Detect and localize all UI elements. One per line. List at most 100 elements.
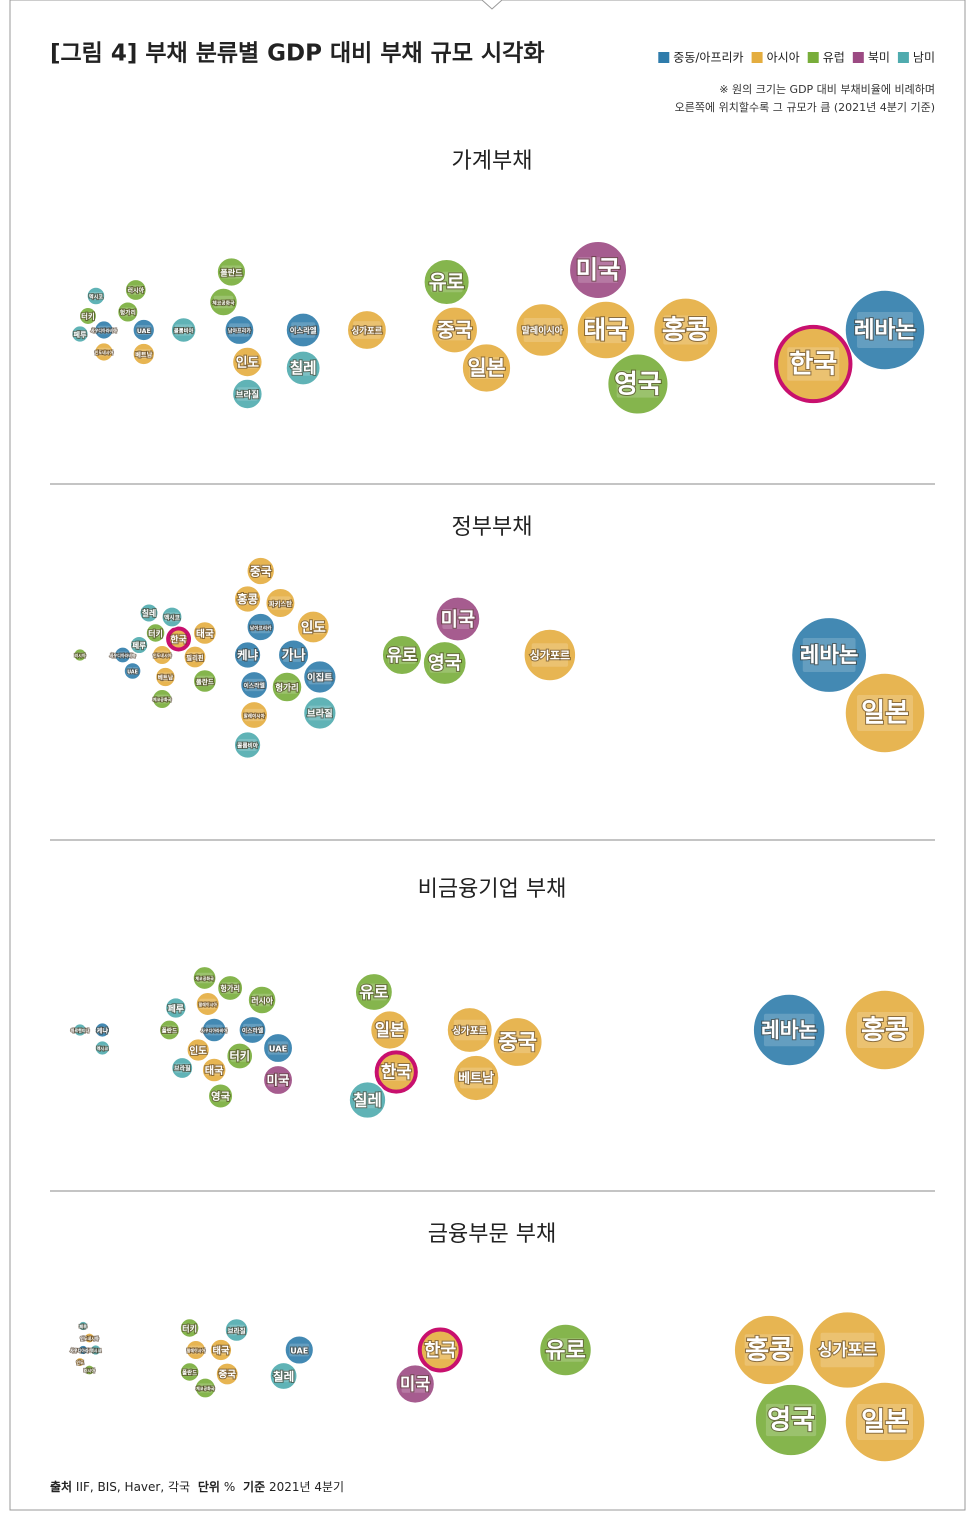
bubble-texture [430, 271, 463, 293]
bubble-texture [236, 355, 258, 369]
bubble-group: 케냐 [94, 1021, 111, 1039]
bubble-group: 폴란드 [179, 1361, 200, 1383]
bubble [201, 1057, 227, 1083]
bubble-texture [453, 1019, 486, 1041]
bubble-texture [744, 1334, 794, 1366]
bubble-group: UAE [132, 318, 156, 342]
bubble [93, 319, 114, 341]
bubble-label: 이스라엘 [242, 1027, 264, 1035]
bubble-label: 중국 [437, 319, 473, 342]
bubble [225, 1042, 254, 1070]
bubble-texture [252, 993, 272, 1007]
bubble-label: 레바논 [854, 318, 917, 344]
bubble-label: 베트남 [458, 1071, 494, 1087]
bubble-texture [765, 1403, 817, 1437]
bubble [422, 640, 468, 686]
legend: 중동/아프리카 아시아 유럽 북미 남미 [658, 51, 935, 65]
bubble-label: 페루 [79, 1323, 87, 1329]
bubble-label: 홍콩 [861, 1016, 909, 1046]
bubble-group: 싱가포르 [523, 628, 577, 682]
bubble [83, 1332, 96, 1344]
bubble-texture [787, 347, 840, 381]
bubble-texture [244, 708, 264, 722]
bubble-group: 멕시코 [94, 1039, 111, 1057]
legend-label: 남미 [913, 51, 935, 65]
bubble-label: 브라질 [228, 1326, 246, 1335]
bubble-texture [523, 318, 561, 342]
bubble-label: 칠레 [290, 360, 317, 377]
bubble-label: 미국 [267, 1073, 291, 1088]
bubble [194, 1377, 217, 1399]
bubble-group: 태국 [201, 1057, 227, 1083]
bubble-texture [196, 675, 213, 687]
bubble-texture [174, 1063, 190, 1073]
bubble-texture [250, 620, 271, 634]
bubble [277, 638, 310, 672]
bubble-texture [802, 638, 856, 672]
bubble-label: 이스라엘 [290, 326, 317, 335]
bubble-group: 일본 [461, 342, 512, 394]
bubble-texture [162, 1025, 177, 1035]
bubble-group: 콜롬비아 [170, 316, 197, 344]
bubble-texture [228, 1324, 245, 1336]
bubble-group: 태국 [576, 300, 636, 360]
bubble-texture [577, 257, 619, 283]
bubble [161, 606, 183, 628]
bubble-group: 한국 [417, 1327, 463, 1373]
bubble [89, 1343, 102, 1357]
bubble-group: 말레이시아 [239, 700, 269, 730]
bubble [195, 991, 221, 1017]
bubble-group: 싱가포르 [446, 1006, 494, 1054]
bubble-label: 러시아 [128, 287, 145, 295]
bubble-label: 페루 [132, 640, 146, 650]
bubble-label: 체코공화국 [153, 696, 172, 702]
bubble-texture [205, 1064, 223, 1076]
bubble-label: 남아프리카 [250, 625, 272, 632]
bubble-group: 체코공화국 [208, 287, 239, 317]
bubble-label: 아르헨티나 [71, 1027, 90, 1033]
bubble-label: 베트남 [135, 351, 152, 359]
bubble-texture [857, 1404, 913, 1440]
bubble-group: 홍콩 [733, 1314, 805, 1386]
bubble [606, 352, 669, 416]
bubble-group: 헝가리 [271, 671, 303, 703]
bubble-label: 한국 [170, 634, 186, 646]
bubble [652, 297, 719, 363]
bubble [844, 672, 926, 754]
bubble-label: 인도네시아 [95, 349, 114, 355]
bubble-group: 브라질 [170, 1056, 194, 1080]
bubble [233, 730, 262, 760]
bubble-texture [182, 1323, 197, 1333]
bubble-group: 칠레 [139, 603, 159, 623]
bubble [74, 1356, 86, 1368]
bubble-label: 러시아 [84, 1367, 95, 1373]
bubble-label: 말레이시아 [187, 1347, 206, 1353]
bubble-label: 터키 [182, 1324, 197, 1334]
bubble [354, 972, 394, 1012]
bubble-label: 일본 [861, 1408, 909, 1438]
bubble-group: 폴란드 [192, 668, 218, 694]
bubble-label: 한국 [381, 1062, 412, 1082]
bubble-label: 태국 [205, 1064, 224, 1077]
bubble-group: 사우디아라비아 [90, 319, 118, 341]
bubble-label: 콜롬비아 [174, 327, 194, 335]
bubble-group: 멕시코 [161, 606, 183, 628]
bubble-group: 한국 [166, 626, 192, 652]
bubble-texture [211, 1090, 230, 1102]
bubble [208, 287, 239, 317]
legend-item: 아시아 [751, 51, 800, 65]
bubble-label: UAE [127, 670, 138, 676]
bubble [186, 1037, 211, 1063]
note: ※ 원의 크기는 GDP 대비 부채비율에 비례하며 [719, 82, 935, 96]
bubble-texture [117, 651, 129, 659]
bubble-group: 폴란드 [216, 256, 247, 288]
bubble-group: 레바논 [844, 289, 926, 371]
bubble [492, 1016, 544, 1068]
bubble-texture [189, 1345, 203, 1355]
bubble [94, 1039, 111, 1057]
bubble-group: 이스라엘 [239, 670, 269, 700]
bubble-label: 페루 [168, 1003, 184, 1015]
bubble [264, 587, 296, 619]
bubble-label: 칠레 [273, 1370, 294, 1384]
bubble [374, 1050, 418, 1094]
